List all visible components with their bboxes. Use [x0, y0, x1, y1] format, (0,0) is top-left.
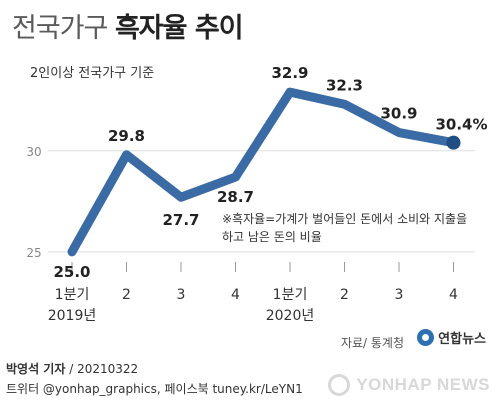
logo-text: 연합뉴스	[438, 332, 486, 347]
author-name: 박영석 기자	[6, 362, 66, 376]
data-label-1: 29.8	[108, 127, 145, 145]
x-tick-label-2: 3	[177, 287, 186, 303]
data-label-4: 32.9	[271, 64, 308, 82]
data-label-7: 30.4%	[435, 116, 487, 134]
social-links: 트위터 @yonhap_graphics, 페이스북 tuney.kr/LeYN…	[6, 382, 303, 396]
x-year-label-0: 2019년	[48, 308, 97, 324]
title-bold: 흑자율 추이	[114, 13, 244, 44]
data-label-2: 27.7	[162, 211, 199, 229]
x-tick-label-1: 2	[122, 287, 131, 303]
data-label-5: 32.3	[326, 76, 363, 94]
data-label-6: 30.9	[380, 105, 417, 123]
data-label-3: 28.7	[217, 188, 254, 206]
watermark-icon	[328, 374, 351, 396]
x-tick-label-3: 4	[231, 287, 240, 303]
x-year-label-4: 2020년	[266, 308, 315, 324]
yonhap-logo-icon	[417, 329, 435, 346]
series-line	[67, 87, 458, 257]
data-label-0: 25.0	[53, 263, 90, 281]
annotation-line-2: 하고 남은 돈의 비율	[222, 228, 322, 245]
watermark: YONHAP NEWS	[328, 374, 490, 396]
publish-date: / 20210322	[69, 362, 139, 376]
watermark-text: YONHAP NEWS	[356, 375, 490, 394]
x-tick-label-6: 3	[395, 287, 404, 303]
end-point-marker	[446, 135, 461, 150]
x-tick-label-4: 1분기	[273, 287, 308, 303]
byline: 박영석 기자 / 20210322	[6, 360, 138, 377]
y-tick-label-30: 30	[26, 145, 41, 159]
source-label: 자료/ 통계청	[340, 336, 404, 350]
yonhap-logo: 연합뉴스	[417, 328, 486, 347]
y-tick-label-25: 25	[26, 246, 41, 260]
annotation-line-1: ※흑자율=가계가 벌어들인 돈에서 소비와 지출을	[222, 210, 468, 227]
x-tick-label-7: 4	[449, 287, 458, 303]
page-title: 전국가구 흑자율 추이	[12, 6, 244, 45]
x-tick-label-0: 1분기	[55, 287, 90, 303]
title-light: 전국가구	[12, 13, 108, 44]
x-tick-label-5: 2	[340, 287, 349, 303]
chart-subtitle: 2인이상 전국가구 기준	[30, 66, 155, 81]
